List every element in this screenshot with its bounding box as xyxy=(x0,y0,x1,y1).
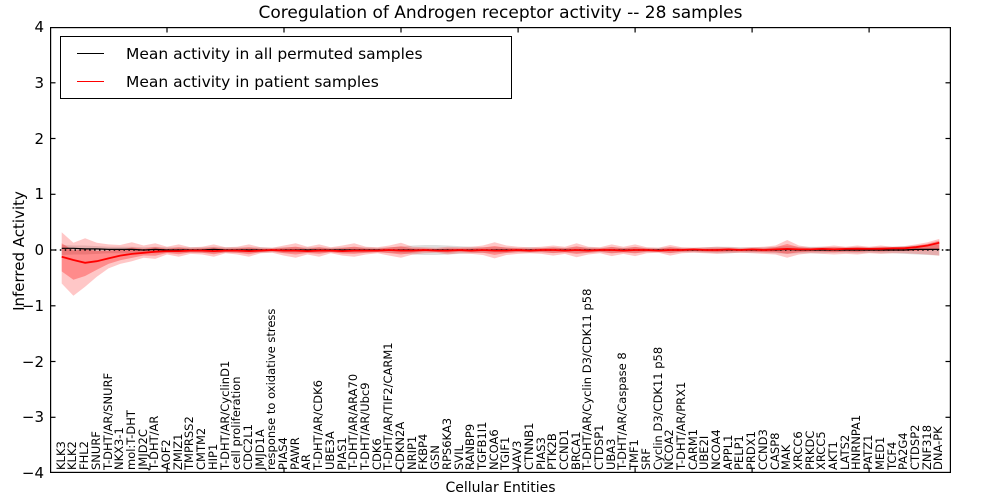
y-tick-label: 4 xyxy=(34,18,44,36)
permuted-line-swatch xyxy=(77,53,104,54)
y-tick-label: 0 xyxy=(34,241,44,259)
legend-item-patient: Mean activity in patient samples xyxy=(77,71,511,93)
patient-line-swatch xyxy=(77,81,104,82)
patient-band-outer xyxy=(61,232,940,296)
chart-title: Coregulation of Androgen receptor activi… xyxy=(258,3,743,23)
y-tick-label: 3 xyxy=(34,73,44,92)
x-tick-label: DNA-PK xyxy=(931,426,946,470)
y-tick-label: 2 xyxy=(34,129,44,148)
x-axis-label: Cellular Entities xyxy=(445,480,556,496)
legend-label-permuted: Mean activity in all permuted samples xyxy=(126,44,423,63)
legend-label-patient: Mean activity in patient samples xyxy=(126,72,379,91)
patient-mean-line xyxy=(61,241,940,264)
plot-area xyxy=(50,27,951,473)
legend-item-permuted: Mean activity in all permuted samples xyxy=(77,43,511,65)
y-tick-label: −4 xyxy=(21,464,44,482)
y-tick-label: 1 xyxy=(34,185,44,204)
y-tick-label: −1 xyxy=(21,296,44,315)
legend: Mean activity in all permuted samples Me… xyxy=(60,36,512,99)
y-tick-label: −3 xyxy=(21,408,44,427)
y-tick-label: −2 xyxy=(21,352,44,371)
